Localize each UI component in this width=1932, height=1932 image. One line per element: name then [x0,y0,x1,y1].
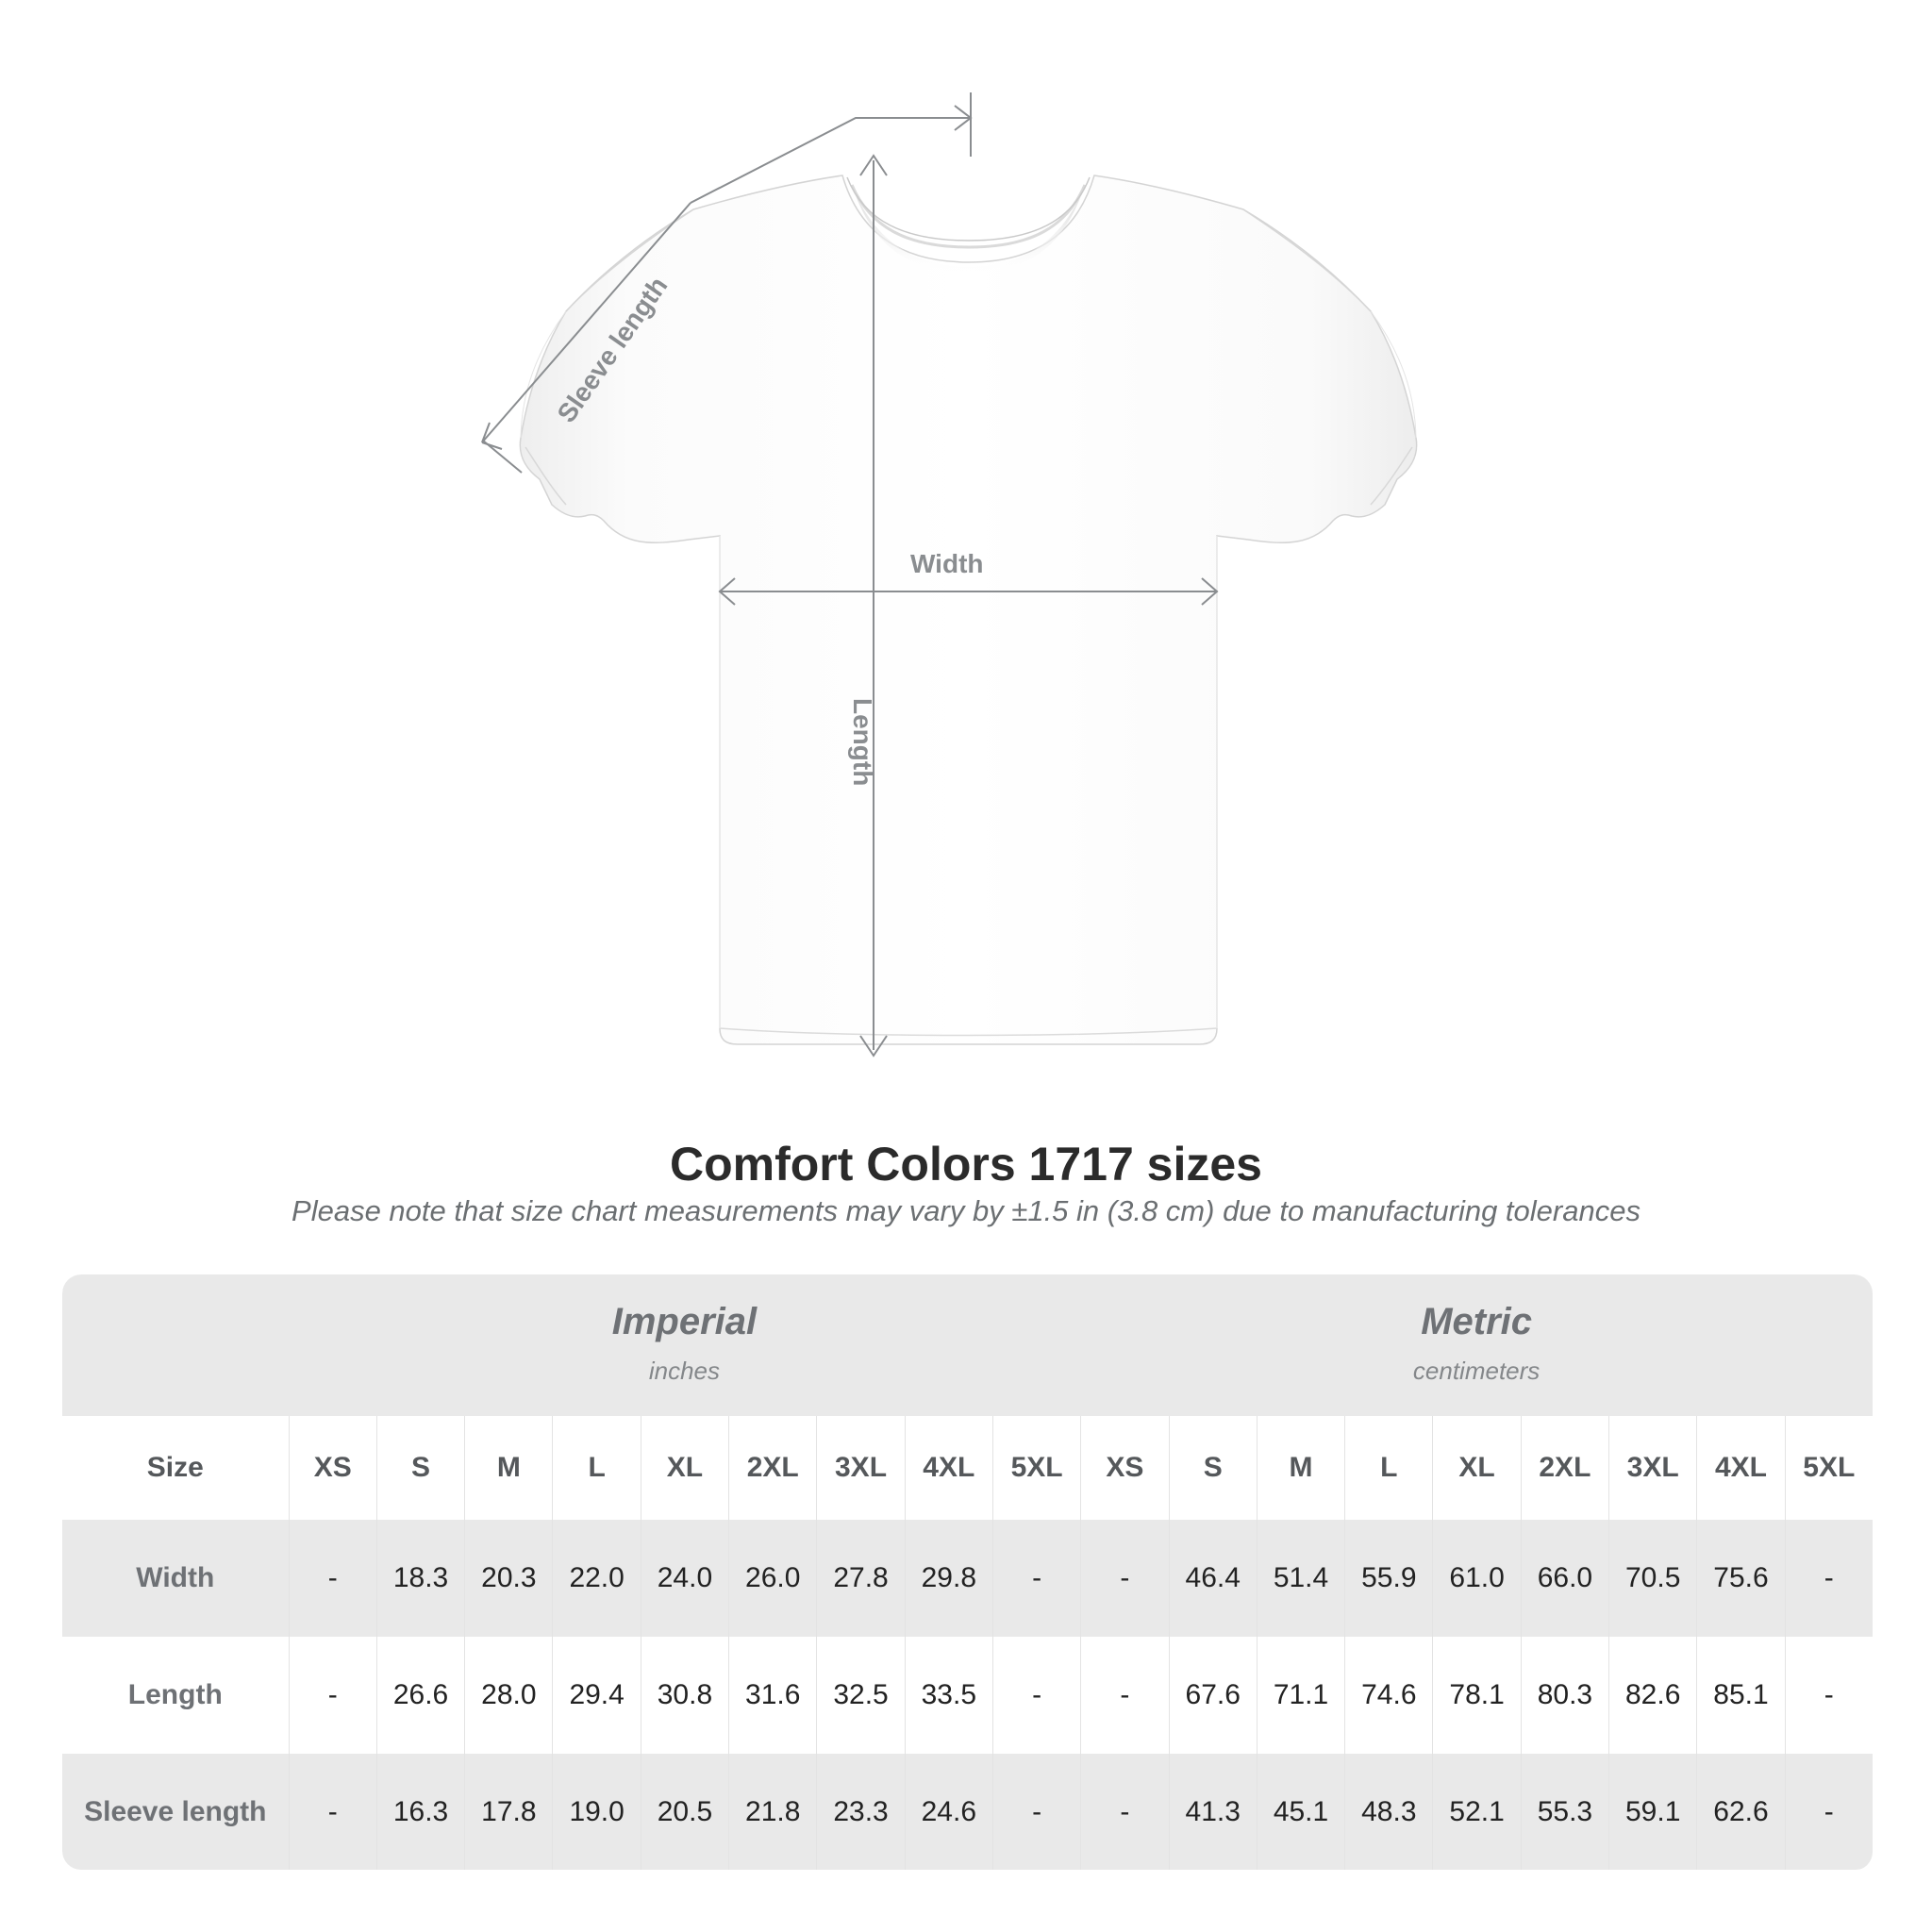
svg-text:Length: Length [848,698,877,786]
svg-text:Width: Width [910,549,984,578]
